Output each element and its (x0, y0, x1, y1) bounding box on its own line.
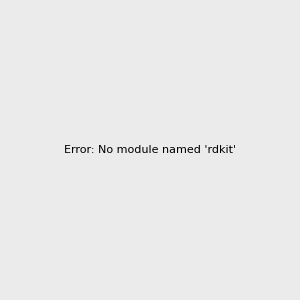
Text: Error: No module named 'rdkit': Error: No module named 'rdkit' (64, 145, 236, 155)
